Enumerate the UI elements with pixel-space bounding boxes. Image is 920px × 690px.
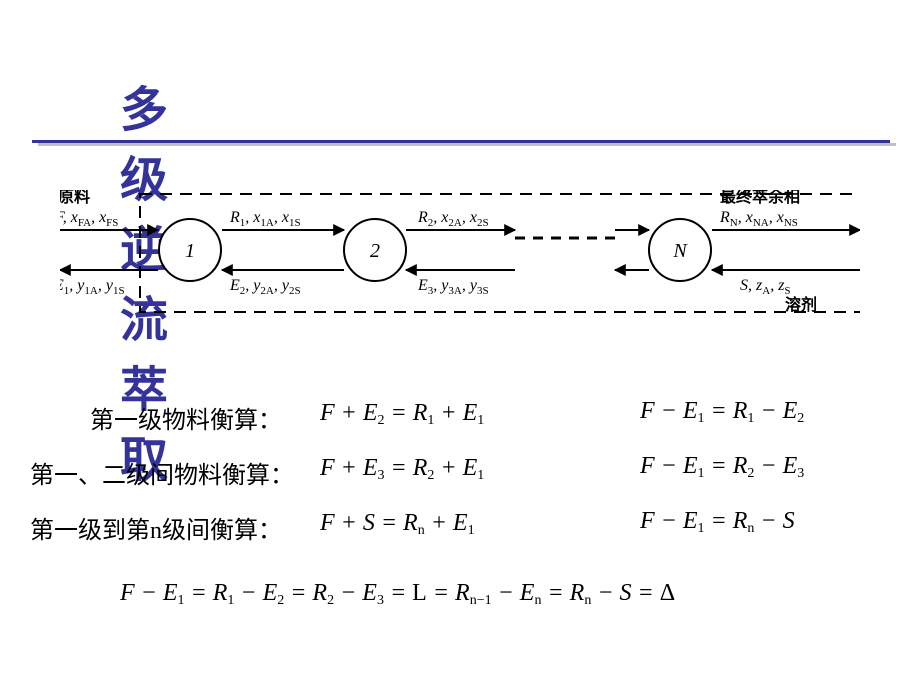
svg-text:溶剂: 溶剂 (785, 295, 817, 314)
equation: F + E3 = R2 + E1 (320, 455, 484, 484)
equation: F − E1 = R2 − E3 (640, 453, 804, 482)
svg-text:1: 1 (185, 240, 195, 262)
svg-text:E1, y1A, y1S: E1, y1A, y1S (60, 277, 125, 297)
equation: F + E2 = R1 + E1 (320, 400, 484, 429)
equation: F + S = Rn + E1 (320, 510, 475, 539)
svg-text:N: N (672, 240, 688, 262)
equation: F − E1 = Rn − S (640, 508, 795, 537)
final-equation: F − E1 = R1 − E2 = R2 − E3 = L = Rn−1 − … (120, 580, 675, 609)
eq-label: 第一级到第n级间衡算： (30, 510, 282, 545)
svg-text:2: 2 (370, 240, 380, 262)
svg-text:E2, y2A, y2S: E2, y2A, y2S (229, 277, 301, 297)
svg-text:原料: 原料 (60, 190, 90, 206)
equation: F − E1 = R1 − E2 (640, 398, 804, 427)
svg-text:R2, x2A, x2S: R2, x2A, x2S (417, 209, 489, 229)
svg-text:R1, x1A, x1S: R1, x1A, x1S (229, 209, 301, 229)
svg-text:E3, y3A, y3S: E3, y3A, y3S (417, 277, 489, 297)
svg-text:F, xFA, xFS: F, xFA, xFS (60, 209, 118, 229)
eq-label: 第一、二级间物料衡算： (30, 455, 294, 490)
svg-text:S, zA, zS: S, zA, zS (740, 277, 791, 297)
svg-text:最终萃余相: 最终萃余相 (720, 190, 800, 206)
flow-diagram: 1 2 N 原料 F, xFA, xFS E1, y1A, y1S R1, x1A, x1S… (60, 190, 860, 340)
svg-text:RN, xNA, xNS: RN, xNA, xNS (719, 209, 798, 229)
eq-label: 第一级物料衡算： (90, 400, 282, 435)
